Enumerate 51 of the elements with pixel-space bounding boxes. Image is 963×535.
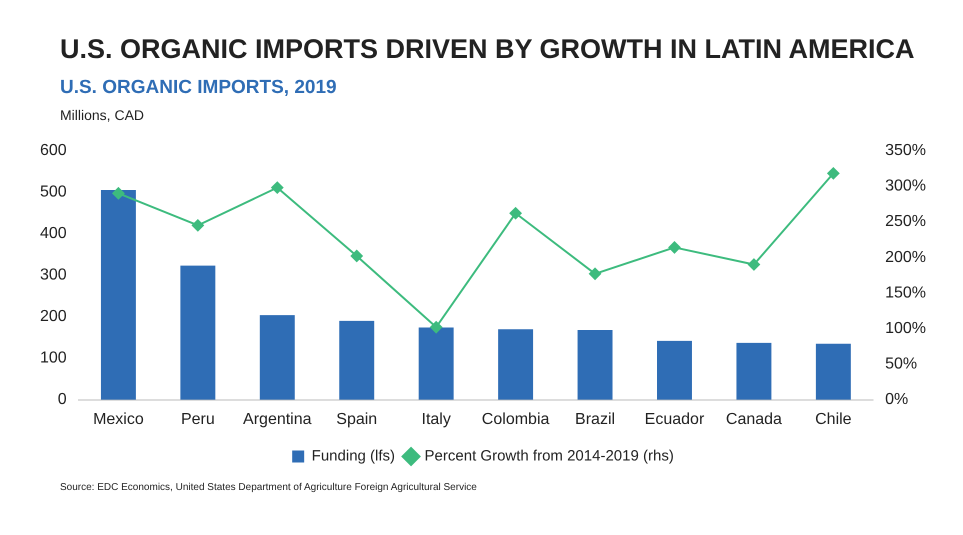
point xyxy=(112,187,124,200)
x-tick-label: Chile xyxy=(815,410,852,428)
y-tick-label: 0 xyxy=(58,391,67,408)
y2-tick-label: 100% xyxy=(885,320,926,338)
y2-tick-label: 0% xyxy=(885,391,908,408)
y2-tick-label: 300% xyxy=(885,178,926,195)
x-tick-label: Spain xyxy=(336,410,378,428)
y-tick-label: 400 xyxy=(40,225,67,242)
chart-subtitle: U.S. ORGANIC IMPORTS, 2019 xyxy=(59,76,338,99)
point xyxy=(350,250,363,262)
y2-tick-label: 350% xyxy=(885,142,926,160)
x-tick-label: Mexico xyxy=(93,410,144,428)
bar xyxy=(260,315,295,400)
y-tick-label: 200 xyxy=(40,308,67,326)
bar xyxy=(498,329,534,400)
y-tick-label: 300 xyxy=(40,266,67,284)
point xyxy=(430,321,442,334)
point xyxy=(748,258,760,271)
chart-title: U.S. ORGANIC IMPORTS DRIVEN BY GROWTH IN LATIN AMERICA xyxy=(59,33,916,65)
bar xyxy=(816,344,851,400)
bar xyxy=(100,190,136,400)
bar xyxy=(339,320,374,400)
legend-label: Percent Growth from 2014-2019 (rhs) xyxy=(424,448,674,465)
point xyxy=(589,268,602,280)
x-tick-label: Peru xyxy=(180,410,215,428)
x-tick-label: Canada xyxy=(726,410,782,428)
x-tick-label: Brazil xyxy=(575,410,616,428)
bar xyxy=(418,328,454,400)
legend-label: Funding (lfs) xyxy=(312,448,396,465)
x-tick-label: Italy xyxy=(421,410,451,428)
bar xyxy=(736,342,772,400)
bar xyxy=(578,330,613,400)
y2-tick-label: 250% xyxy=(885,213,926,230)
y2-tick-label: 200% xyxy=(885,248,926,266)
y-tick-label: 600 xyxy=(40,142,67,160)
x-tick-label: Ecuador xyxy=(644,410,705,428)
source-note: Source: EDC Economics, United States Department of Agriculture Foreign Agricultural Service xyxy=(59,481,478,493)
y-tick-label: 100 xyxy=(40,350,67,367)
x-tick-label: Argentina xyxy=(243,410,312,428)
bar xyxy=(657,340,692,400)
y2-tick-label: 50% xyxy=(885,356,918,373)
point xyxy=(192,219,204,232)
point xyxy=(668,241,680,254)
y2-tick-label: 150% xyxy=(885,284,926,302)
y-tick-label: 500 xyxy=(40,184,67,201)
point xyxy=(827,167,840,180)
y-axis-title: Millions, CAD xyxy=(59,106,146,123)
x-tick-label: Colombia xyxy=(482,410,550,428)
point xyxy=(510,207,522,220)
bar xyxy=(180,266,216,400)
point xyxy=(271,182,284,194)
